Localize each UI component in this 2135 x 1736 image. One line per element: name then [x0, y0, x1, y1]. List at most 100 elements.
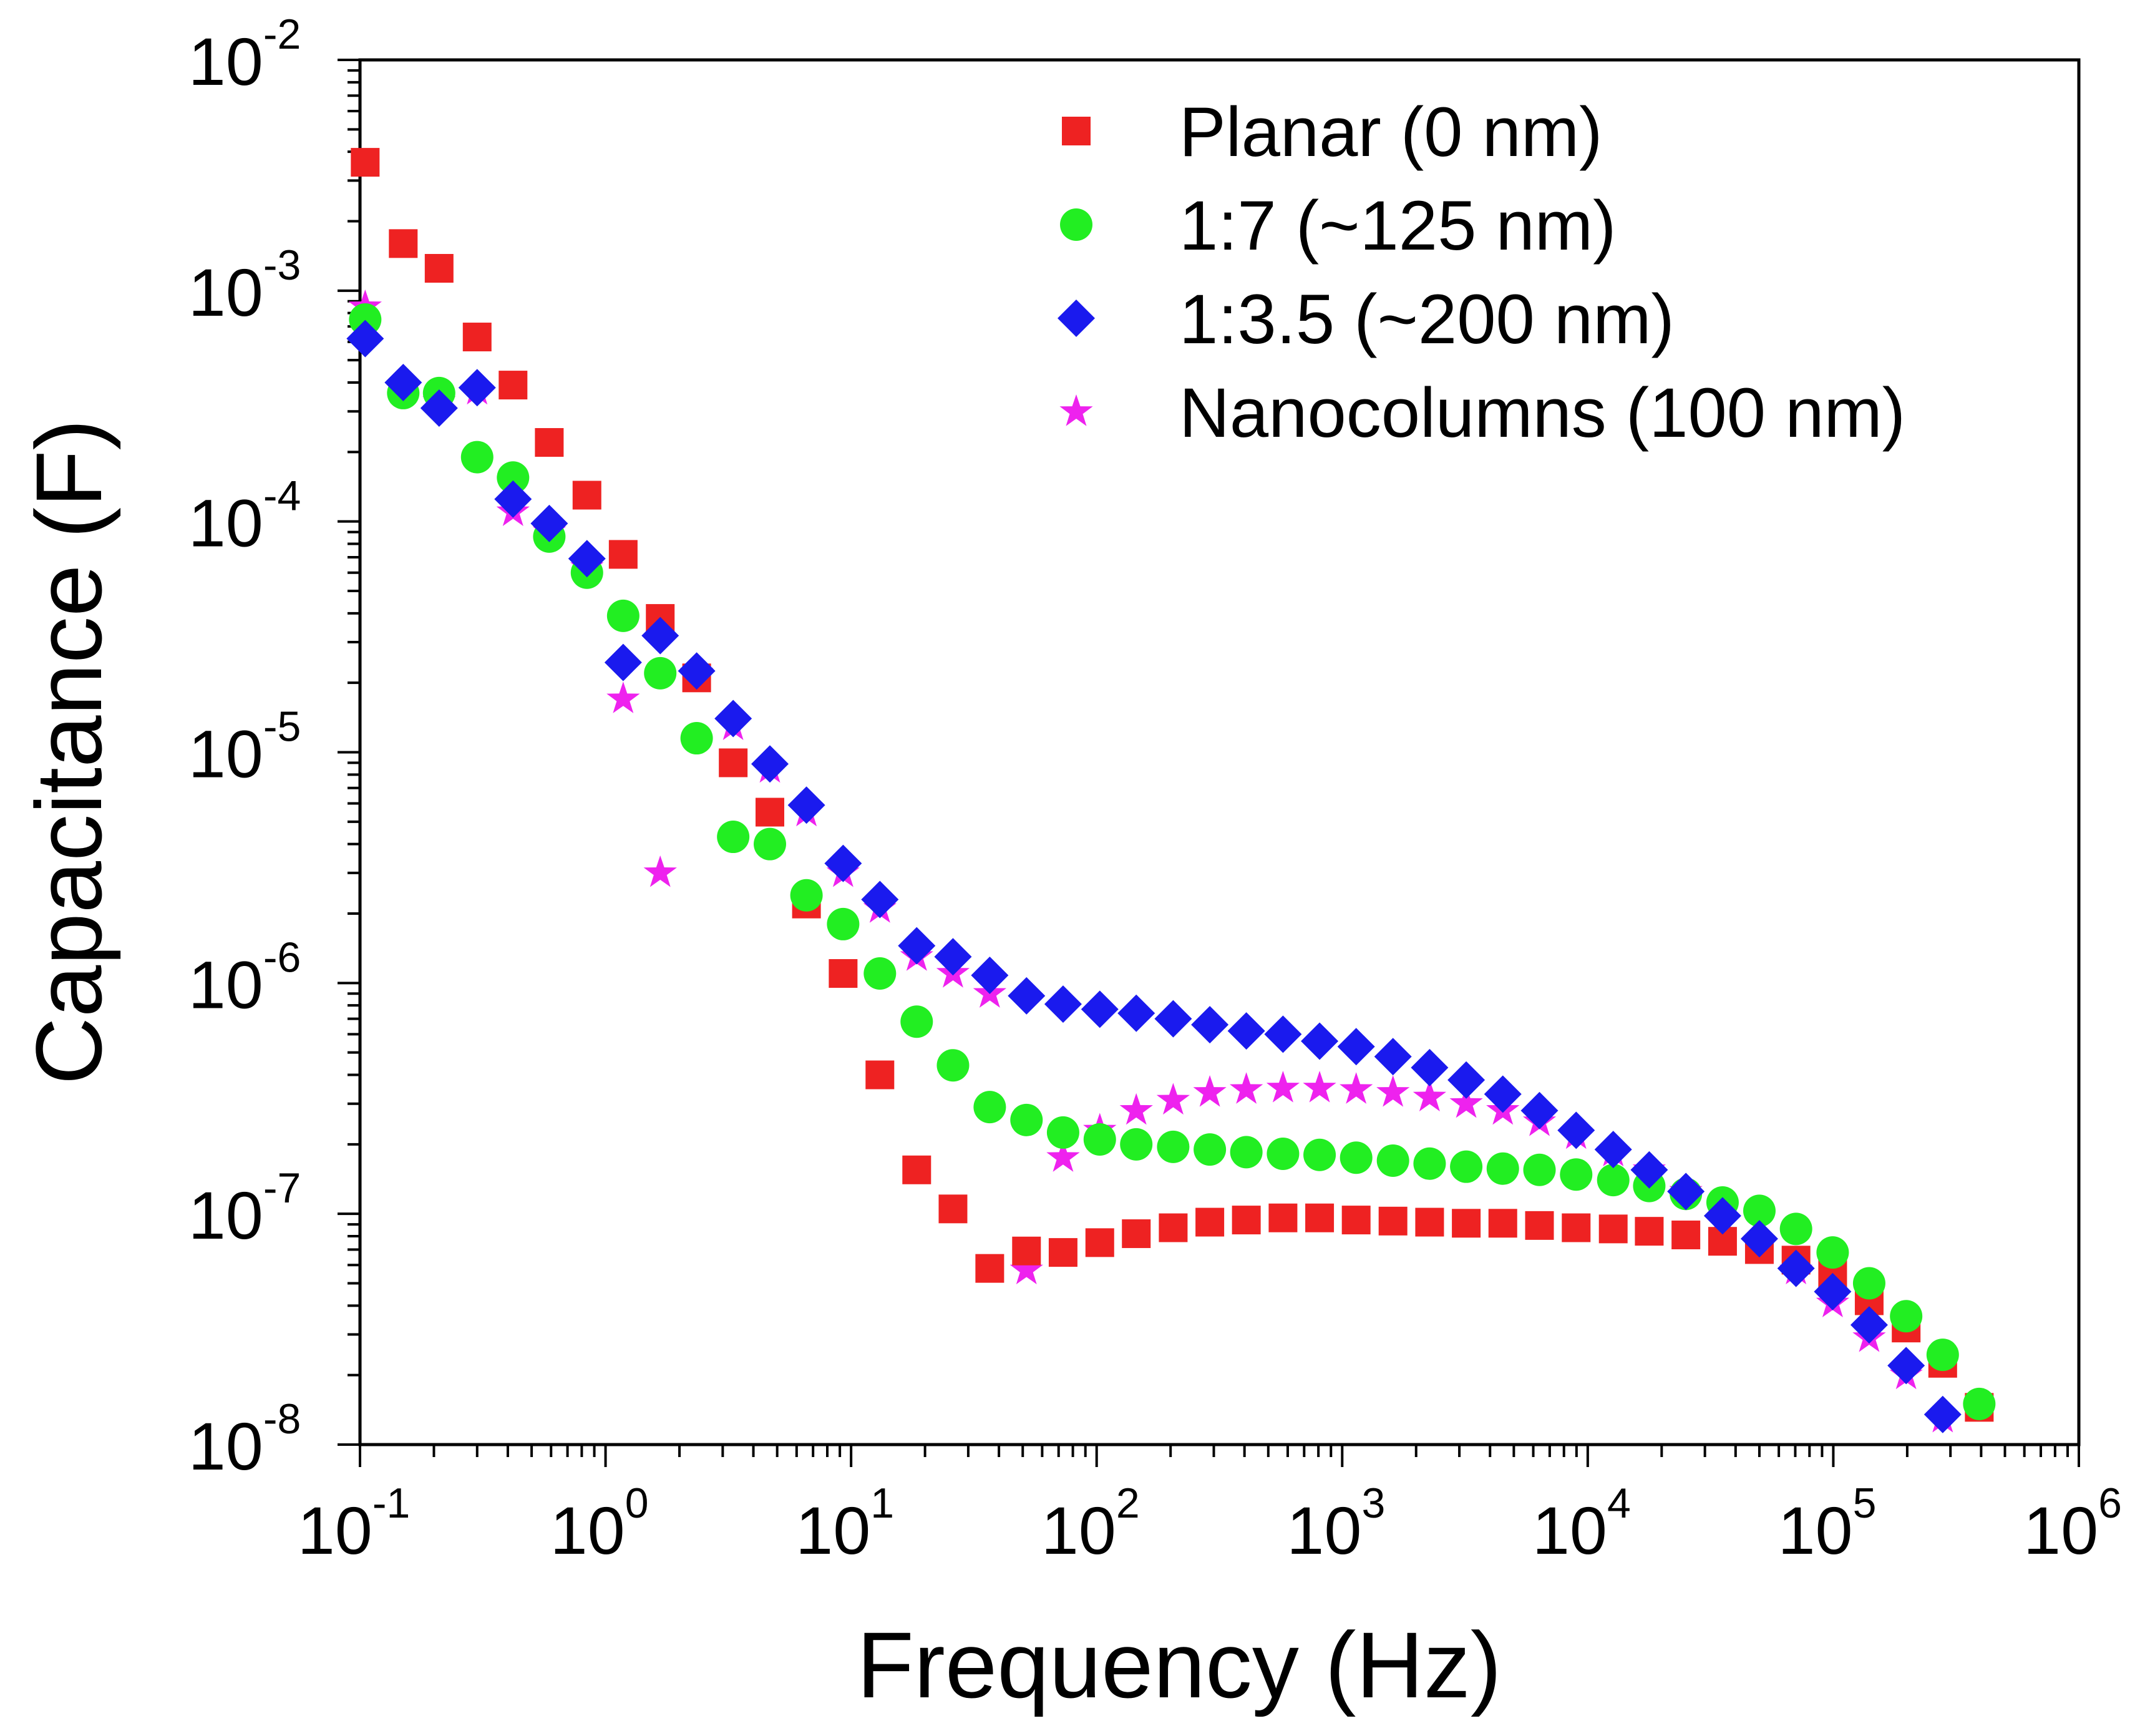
data-point-circle: [1194, 1133, 1227, 1166]
series-diamond: [346, 319, 1962, 1433]
plot-frame: [358, 58, 2081, 1446]
data-point-square: [1195, 1207, 1225, 1237]
series-star: [348, 289, 1960, 1433]
data-point-square: [1635, 1217, 1664, 1246]
data-point-diamond: [824, 844, 862, 882]
data-point-square: [389, 229, 418, 258]
data-point-star: [1193, 1075, 1227, 1107]
y-axis-label: Capacitance (F): [16, 419, 121, 1085]
data-point-diamond: [530, 504, 568, 542]
y-tick-label: 10-3: [188, 241, 301, 330]
data-point-diamond: [346, 319, 384, 358]
data-point-circle: [1303, 1138, 1336, 1171]
data-point-diamond: [420, 389, 458, 427]
legend: Planar (0 nm) 1:7 (~125 nm) 1:3.5 (~200 nm…: [1058, 93, 1905, 452]
data-point-diamond: [1814, 1272, 1852, 1310]
data-point-circle: [1743, 1194, 1776, 1227]
data-point-diamond: [1374, 1038, 1412, 1076]
data-point-circle: [753, 827, 786, 861]
data-point-square: [1122, 1219, 1151, 1249]
data-point-square: [1232, 1206, 1261, 1235]
x-tick-label: 104: [1532, 1480, 1631, 1568]
data-point-diamond: [1337, 1028, 1375, 1066]
data-point-circle: [349, 303, 382, 336]
data-point-diamond: [861, 880, 899, 919]
data-point-diamond: [1117, 994, 1155, 1032]
y-tick-label: 10-2: [188, 11, 301, 99]
tick-marks: [338, 59, 2080, 1467]
data-point-square: [1085, 1228, 1114, 1257]
data-point-diamond: [1703, 1197, 1741, 1235]
data-point-circle: [973, 1091, 1006, 1124]
data-point-square: [1378, 1206, 1408, 1236]
y-tick-label: 10-4: [188, 472, 301, 561]
data-point-circle: [900, 1005, 933, 1038]
x-tick-label: 101: [795, 1480, 894, 1568]
data-point-circle: [606, 599, 640, 632]
legend-label: 1:3.5 (~200 nm): [1179, 280, 1675, 358]
y-tick-label: 10-7: [188, 1164, 301, 1253]
x-tick-label: 103: [1286, 1480, 1385, 1568]
data-point-square: [1159, 1213, 1188, 1242]
data-point-square: [902, 1155, 931, 1184]
legend-marker-diamond: [1058, 300, 1095, 337]
x-axis-label: Frequency (Hz): [857, 1612, 1502, 1717]
data-point-star: [1119, 1093, 1153, 1125]
data-point-diamond: [1667, 1173, 1705, 1211]
data-point-circle: [863, 957, 897, 990]
data-point-square: [1012, 1236, 1041, 1265]
y-tick-label: 10-8: [188, 1395, 301, 1484]
data-point-star: [1266, 1071, 1300, 1103]
data-point-circle: [1120, 1128, 1153, 1161]
data-points: [346, 148, 1996, 1433]
data-point-circle: [1083, 1123, 1116, 1156]
data-point-diamond: [1740, 1220, 1778, 1258]
data-point-square: [424, 253, 454, 283]
data-point-circle: [1523, 1153, 1556, 1186]
data-point-circle: [1963, 1387, 1996, 1420]
data-point-square: [1341, 1206, 1371, 1235]
data-point-square: [755, 797, 784, 827]
data-point-diamond: [1191, 1006, 1229, 1044]
legend-item: 1:3.5 (~200 nm): [1058, 280, 1675, 358]
data-point-circle: [827, 907, 860, 940]
data-point-star: [1303, 1071, 1336, 1103]
data-point-circle: [1413, 1147, 1446, 1180]
data-point-circle: [1340, 1141, 1373, 1174]
data-point-circle: [1852, 1267, 1885, 1300]
data-point-square: [608, 540, 638, 569]
data-point-star: [1009, 1252, 1043, 1285]
legend-label: 1:7 (~125 nm): [1179, 187, 1616, 265]
data-point-diamond: [1411, 1048, 1449, 1086]
legend-label: Nanocolumns (100 nm): [1179, 374, 1905, 452]
data-point-square: [572, 480, 601, 510]
data-point-diamond: [1008, 977, 1046, 1015]
data-point-diamond: [568, 540, 606, 578]
data-point-square: [1305, 1203, 1335, 1232]
legend-marker-square: [1062, 117, 1091, 145]
data-point-diamond: [1447, 1061, 1486, 1099]
data-point-square: [719, 748, 748, 778]
data-point-diamond: [1887, 1347, 1925, 1385]
x-tick-label: 10-1: [298, 1480, 411, 1568]
legend-item: Nanocolumns (100 nm): [1059, 374, 1905, 452]
data-point-circle: [460, 441, 494, 474]
data-point-circle: [1157, 1130, 1190, 1163]
legend-marker-star: [1059, 394, 1093, 426]
x-tick-label: 100: [550, 1480, 649, 1568]
data-point-square: [1562, 1213, 1591, 1242]
data-point-circle: [1450, 1150, 1483, 1183]
data-point-circle: [497, 461, 530, 494]
data-point-diamond: [714, 700, 752, 738]
data-point-square: [938, 1194, 968, 1224]
data-point-star: [1413, 1080, 1446, 1111]
data-point-circle: [1890, 1300, 1923, 1333]
data-point-diamond: [458, 369, 496, 407]
x-tick-label: 105: [1778, 1480, 1876, 1568]
data-point-diamond: [1264, 1015, 1302, 1053]
data-point-diamond: [1044, 985, 1082, 1023]
data-point-circle: [1267, 1137, 1300, 1170]
data-point-diamond: [1301, 1022, 1339, 1060]
data-point-circle: [680, 722, 713, 755]
